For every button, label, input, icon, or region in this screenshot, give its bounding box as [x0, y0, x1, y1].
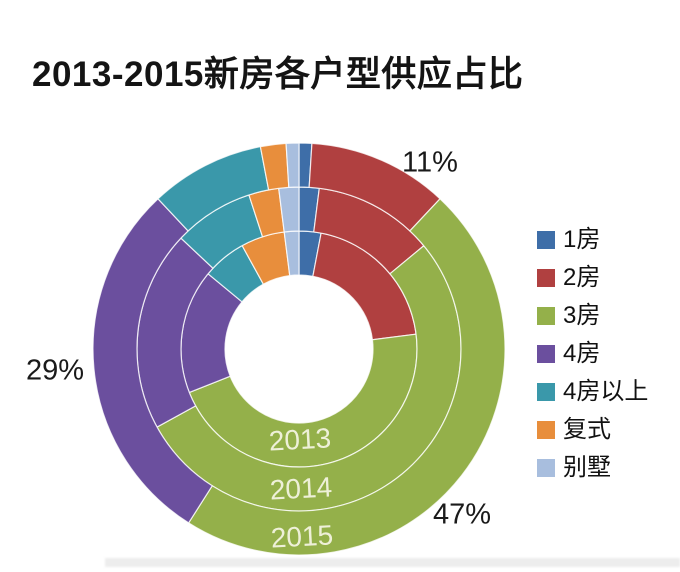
legend-label: 4房以上: [563, 378, 649, 405]
legend-swatch-icon: [537, 268, 555, 287]
legend-item-别墅: 别墅: [537, 455, 648, 480]
ring-label-2015: 2015: [270, 519, 334, 554]
legend-item-2房: 2房: [537, 265, 648, 290]
data-label-2015-3fang: 47%: [432, 498, 492, 531]
ring-label-2013: 2013: [268, 422, 332, 457]
ring-label-2014: 2014: [269, 471, 333, 506]
legend-item-4房: 4房: [537, 341, 648, 366]
legend-item-4房以上: 4房以上: [537, 379, 648, 404]
legend-label: 别墅: [563, 454, 611, 481]
legend-swatch-icon: [537, 420, 555, 439]
data-label-2015-2fang: 11%: [402, 146, 458, 179]
legend-swatch-icon: [537, 306, 555, 325]
legend-label: 4房: [563, 340, 601, 367]
data-label-2015-4fang: 29%: [25, 354, 85, 387]
legend-label: 1房: [563, 226, 601, 253]
legend-label: 2房: [563, 264, 601, 291]
bottom-shadow: [105, 558, 680, 567]
legend-item-1房: 1房: [537, 227, 648, 252]
legend-label: 3房: [563, 302, 601, 329]
legend-swatch-icon: [537, 344, 555, 363]
legend-label: 复式: [563, 416, 611, 443]
legend-item-3房: 3房: [537, 303, 648, 328]
chart-title: 2013-2015新房各户型供应占比: [32, 55, 524, 94]
segment-2015-别墅: [285, 142, 300, 188]
legend: 1房 2房 3房 4房 4房以上复式别墅: [537, 227, 648, 480]
legend-swatch-icon: [537, 230, 555, 249]
legend-swatch-icon: [537, 458, 555, 477]
segment-2015-3房: [187, 197, 506, 556]
legend-item-复式: 复式: [537, 417, 648, 442]
legend-swatch-icon: [537, 382, 555, 401]
